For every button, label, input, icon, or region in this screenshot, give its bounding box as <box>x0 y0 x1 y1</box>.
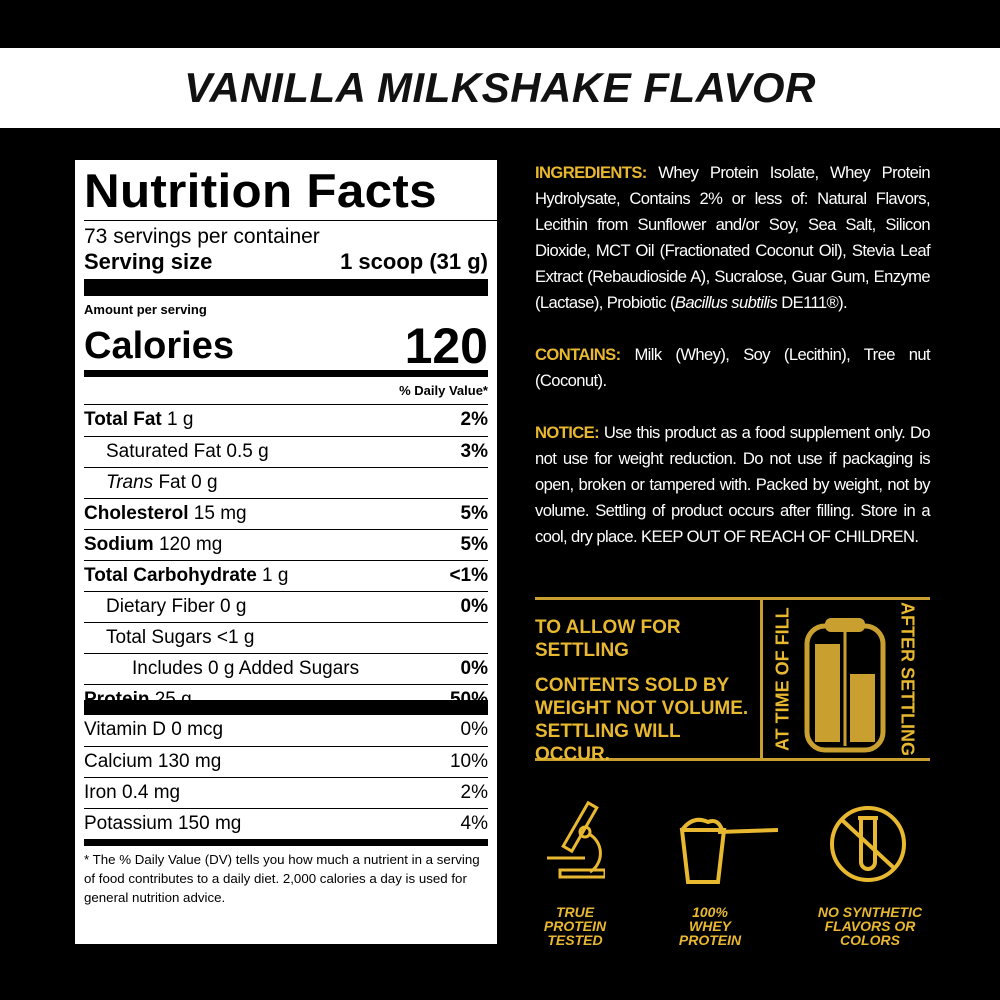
nutrient-name: Includes 0 g Added Sugars <box>132 658 360 679</box>
nutrient-name: Dietary Fiber 0 g <box>106 596 247 617</box>
footnote: * The % Daily Value (DV) tells you how m… <box>84 839 488 907</box>
badge-label-no-synthetic: NO SYNTHETIC FLAVORS OR COLORS <box>817 904 923 948</box>
vitamin-row: Vitamin D 0 mcg 0% <box>84 715 488 746</box>
vitamin-row: Iron 0.4 mg 2% <box>84 777 488 808</box>
vitamin-row: Calcium 130 mg 10% <box>84 746 488 777</box>
vitamin-dv: 4% <box>460 813 488 834</box>
settling-line2: CONTENTS SOLD BY WEIGHT NOT VOLUME. SETT… <box>535 675 749 765</box>
vitamin-row: Potassium 150 mg 4% <box>84 808 488 839</box>
nutrient-name: Cholesterol <box>84 503 189 524</box>
vitamin-dv: 0% <box>460 719 488 740</box>
nutrient-dv: 3% <box>460 441 488 462</box>
vitamin-name: Calcium 130 mg <box>84 751 222 772</box>
nutrient-row: Total Carbohydrate 1 g <1% <box>84 560 488 591</box>
serving-size-label: Serving size <box>84 249 213 274</box>
vitamin-dv: 2% <box>460 782 488 803</box>
calories-label: Calories <box>84 325 234 367</box>
badge-label-whey: 100% WHEY PROTEIN <box>678 904 742 948</box>
contains-label: CONTAINS: <box>535 345 621 364</box>
nutrient-row: Trans Fat 0 g <box>84 467 488 498</box>
amount-per-serving: Amount per serving <box>84 302 207 317</box>
nutrition-facts-panel: Nutrition Facts 73 servings per containe… <box>75 160 509 944</box>
nutrient-name: Saturated Fat 0.5 g <box>106 441 269 462</box>
nutrient-row: Saturated Fat 0.5 g 3% <box>84 436 488 467</box>
nutrient-dv: 5% <box>460 503 488 524</box>
nutrient-name: Total Carbohydrate <box>84 565 257 586</box>
vitamin-name: Iron 0.4 mg <box>84 782 181 803</box>
nutrient-amount: 15 mg <box>188 503 247 524</box>
nutrient-row: Total Sugars <1 g <box>84 622 488 653</box>
flavor-banner: VANILLA MILKSHAKE FLAVOR <box>0 48 1000 128</box>
nutrient-dv: 0% <box>460 596 488 617</box>
vitamin-dv: 10% <box>449 751 488 772</box>
nutrient-dv: 0% <box>460 658 488 679</box>
notice-text: Use this product as a food supplement on… <box>535 423 931 546</box>
nutrient-dv: 5% <box>460 534 488 555</box>
ingredients: INGREDIENTS: Whey Protein Isolate, Whey … <box>535 160 931 316</box>
vitamin-name: Potassium 150 mg <box>84 813 242 834</box>
scoop-icon <box>679 817 778 884</box>
nutrient-row: Protein 25 g 50% <box>84 684 488 715</box>
daily-value-header: % Daily Value* <box>84 377 488 405</box>
nutrient-row: Sodium 120 mg 5% <box>84 529 488 560</box>
nutrient-row: Includes 0 g Added Sugars 0% <box>84 653 488 684</box>
nutrient-amount: Fat 0 g <box>153 472 218 493</box>
flavor-title: VANILLA MILKSHAKE FLAVOR <box>184 64 816 111</box>
nutrition-title: Nutrition Facts <box>84 164 509 221</box>
nutrient-name: Sodium <box>84 534 154 555</box>
nutrient-dv: 50% <box>449 689 488 710</box>
nutrient-row: Cholesterol 15 mg 5% <box>84 498 488 529</box>
calories-value: 120 <box>404 318 488 374</box>
nutrient-name: Total Fat <box>84 409 162 430</box>
vitamin-name: Vitamin D 0 mcg <box>84 719 224 740</box>
calories: Calories 120 <box>84 317 488 377</box>
at-time-of-fill-label: AT TIME OF FILL <box>772 607 793 751</box>
microscope-icon <box>547 800 605 879</box>
container-fill-icon <box>804 618 886 753</box>
nutrient-amount: 1 g <box>256 565 289 586</box>
label-text: INGREDIENTS: Whey Protein Isolate, Whey … <box>535 160 931 576</box>
contains-text: Milk (Whey), Soy (Lecithin), Tree nut (C… <box>535 345 931 390</box>
nutrient-row: Dietary Fiber 0 g 0% <box>84 591 488 622</box>
divider <box>84 279 488 296</box>
after-settling-label: AFTER SETTLING <box>897 602 918 756</box>
serving-size: Serving size 1 scoop (31 g) <box>84 249 488 275</box>
nutrient-name: Trans <box>106 472 154 493</box>
badge-label-true-protein: TRUE PROTEIN TESTED <box>543 904 607 948</box>
nutrient-dv: <1% <box>449 565 488 586</box>
settling-notice: TO ALLOW FOR SETTLING CONTENTS SOLD BY WE… <box>535 597 930 765</box>
notice-label: NOTICE: <box>535 423 600 442</box>
servings: 73 servings per container <box>84 225 320 248</box>
serving-size-value: 1 scoop (31 g) <box>340 249 488 274</box>
nutrient-row: Total Fat 1 g 2% <box>84 405 488 436</box>
ingredients-text: Whey Protein Isolate, Whey Protein Hydro… <box>535 163 931 312</box>
notice: NOTICE: Use this product as a food suppl… <box>535 420 931 550</box>
settling-line1: TO ALLOW FOR SETTLING <box>535 617 681 661</box>
ingredients-italic: Bacillus subtilis <box>674 293 778 312</box>
nutrient-name: Total Sugars <1 g <box>106 627 255 648</box>
nutrient-amount: 25 g <box>149 689 192 710</box>
badges: TRUE PROTEIN TESTED 100% WHEY PROTEIN NO… <box>530 790 940 950</box>
nutrient-dv: 2% <box>460 409 488 430</box>
nutrient-amount: 1 g <box>161 409 194 430</box>
contains: CONTAINS: Milk (Whey), Soy (Lecithin), T… <box>535 342 931 394</box>
ingredients-tail: DE111®). <box>777 293 848 312</box>
nutrient-amount: 120 mg <box>153 534 223 555</box>
nutrient-name: Protein <box>84 689 150 710</box>
ingredients-label: INGREDIENTS: <box>535 163 647 182</box>
no-test-tube-icon <box>830 806 906 882</box>
